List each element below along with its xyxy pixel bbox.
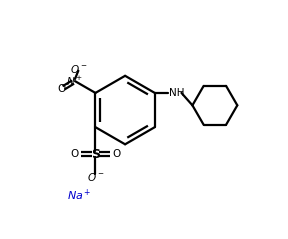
- Text: $O^-$: $O^-$: [87, 171, 104, 183]
- Text: NH: NH: [169, 88, 185, 98]
- Text: O: O: [71, 149, 79, 159]
- Text: Na$^+$: Na$^+$: [67, 188, 91, 203]
- Text: $N^+$: $N^+$: [66, 75, 84, 88]
- Text: $O^-$: $O^-$: [69, 63, 87, 75]
- Text: O: O: [58, 84, 66, 94]
- Text: O: O: [112, 149, 120, 159]
- Text: S: S: [91, 148, 100, 161]
